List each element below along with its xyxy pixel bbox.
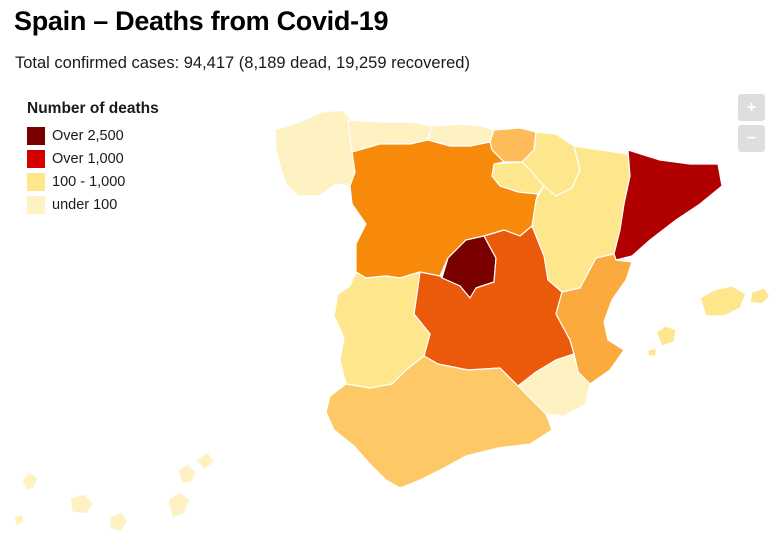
legend-label: under 100 — [52, 196, 118, 213]
legend: Number of deaths Over 2,500 Over 1,000 1… — [27, 100, 159, 216]
region-islas-baleares[interactable] — [647, 285, 771, 357]
legend-label: Over 2,500 — [52, 127, 124, 144]
legend-item-over-2500: Over 2,500 — [27, 124, 159, 147]
legend-item-100-1000: 100 - 1,000 — [27, 170, 159, 193]
legend-label: Over 1,000 — [52, 150, 124, 167]
region-galicia[interactable] — [274, 109, 356, 197]
legend-swatch — [27, 149, 45, 168]
case-summary: Total confirmed cases: 94,417 (8,189 dea… — [15, 54, 470, 72]
zoom-in-button[interactable]: + — [738, 94, 765, 121]
region-cataluna[interactable] — [613, 149, 723, 261]
legend-title: Number of deaths — [27, 100, 159, 117]
zoom-out-button[interactable]: − — [738, 125, 765, 152]
region-murcia[interactable] — [517, 353, 591, 417]
region-andalucia[interactable] — [325, 355, 553, 489]
page-title: Spain – Deaths from Covid-19 — [14, 6, 389, 36]
region-islas-canarias[interactable] — [13, 451, 215, 533]
legend-label: 100 - 1,000 — [52, 173, 126, 190]
legend-item-under-100: under 100 — [27, 193, 159, 216]
legend-swatch — [27, 126, 45, 145]
legend-item-over-1000: Over 1,000 — [27, 147, 159, 170]
legend-swatch — [27, 195, 45, 214]
legend-swatch — [27, 172, 45, 191]
